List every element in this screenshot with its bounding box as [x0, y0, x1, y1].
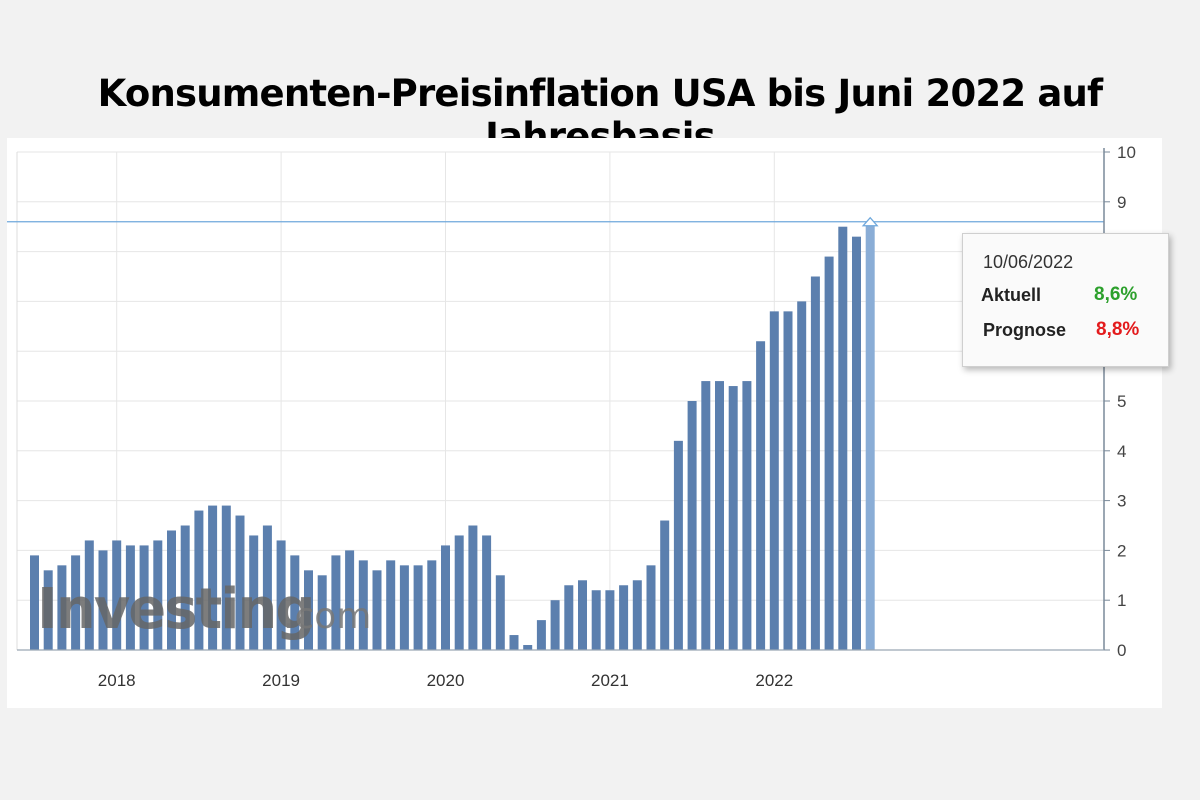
- bar-2017-11: [84, 540, 94, 650]
- bar-2017-10: [71, 555, 81, 650]
- tooltip-forecast-value: 8,8%: [1096, 319, 1140, 340]
- bar-2017-08: [43, 570, 53, 650]
- bar-2021-02: [619, 585, 629, 650]
- tooltip-actual-value: 8,6%: [1094, 284, 1138, 305]
- bar-2019-09: [386, 560, 396, 650]
- bar-2019-04: [317, 575, 327, 650]
- investing-watermark: Investing .com: [37, 577, 371, 642]
- bar-2022-06: [838, 226, 848, 650]
- bar-2018-09: [221, 505, 231, 650]
- bar-2018-12: [262, 525, 272, 650]
- bar-2017-07: [30, 555, 39, 650]
- bar-2020-10: [564, 585, 574, 650]
- bar-2019-02: [290, 555, 300, 650]
- grid-lines: [16, 151, 1104, 651]
- bar-2020-11: [578, 580, 587, 650]
- x-tick-label: 2021: [591, 671, 629, 690]
- bar-2020-03: [468, 525, 478, 650]
- tooltip-date: 10/06/2022: [983, 252, 1074, 272]
- y-tick-label: 10: [1117, 143, 1136, 162]
- bar-2018-03: [139, 545, 149, 650]
- bar-2021-04: [646, 565, 656, 650]
- bar-2021-08: [701, 381, 711, 650]
- bar-2018-05: [167, 530, 176, 650]
- bar-2018-08: [208, 505, 218, 650]
- bar-60: [852, 236, 861, 650]
- bar-2019-10: [399, 565, 409, 650]
- bar-2020-07: [523, 645, 533, 650]
- bar-2018-04: [153, 540, 163, 650]
- bar-2019-11: [413, 565, 423, 650]
- bar-2021-01: [605, 590, 615, 650]
- data-tooltip: 10/06/2022 Aktuell 8,6% Prognose 8,8%: [962, 233, 1169, 367]
- bar-2020-08: [536, 620, 546, 650]
- bar-2021-06: [673, 440, 683, 650]
- bar-2022-03: [797, 301, 807, 650]
- bar-2019-01: [276, 540, 286, 650]
- bar-2018-10: [235, 515, 245, 650]
- bar-2022-02: [783, 311, 793, 650]
- x-tick-label: 2019: [262, 671, 300, 690]
- reference-line-marker: [861, 216, 879, 227]
- bar-2020-01: [441, 545, 450, 650]
- y-tick-label: 1: [1117, 591, 1126, 610]
- bar-2021-05: [660, 520, 670, 650]
- bar-2021-12: [756, 341, 766, 650]
- watermark-suffix: .com: [283, 596, 371, 637]
- watermark-brand: Investing: [37, 577, 313, 642]
- y-tick-label: 0: [1117, 641, 1126, 660]
- bar-2022-01: [769, 311, 779, 650]
- bar-2018-07: [194, 510, 204, 650]
- bar-2022-04: [810, 276, 820, 650]
- bar-2020-12: [591, 590, 601, 650]
- bar-2018-01: [112, 540, 122, 650]
- inflation-bar-chart[interactable]: Investing .com 0 1 2 3 4 5 9 10 2018 2019 2020 2021…: [7, 138, 1162, 708]
- bar-2021-11: [742, 381, 752, 650]
- bar-2019-08: [372, 570, 382, 650]
- y-tick-label: 9: [1117, 193, 1126, 212]
- x-tick-label: 2020: [427, 671, 465, 690]
- bar-2020-06: [509, 635, 519, 650]
- bar-2018-02: [125, 545, 135, 650]
- bar-2021-07: [687, 401, 697, 650]
- bar-2020-05: [495, 575, 505, 650]
- bar-2017-12: [98, 550, 108, 650]
- x-tick-label: 2022: [755, 671, 793, 690]
- bar-2018-11: [249, 535, 259, 650]
- y-tick-label: 3: [1117, 492, 1126, 511]
- tooltip-actual-label: Aktuell: [981, 285, 1042, 305]
- x-tick-label: 2018: [98, 671, 136, 690]
- bar-2021-03: [632, 580, 642, 650]
- bar-2019-03: [304, 570, 313, 650]
- bar-61: [865, 221, 875, 650]
- bar-2020-04: [482, 535, 492, 650]
- bar-2018-06: [180, 525, 190, 650]
- bar-2017-09: [57, 565, 67, 650]
- page-title: Konsumenten-Preisinflation USA bis Juni …: [97, 72, 1104, 158]
- bar-2020-02: [454, 535, 464, 650]
- bar-2021-10: [728, 386, 738, 650]
- y-tick-label: 4: [1117, 442, 1126, 461]
- bar-series: [30, 221, 875, 650]
- y-tick-label: 5: [1117, 392, 1126, 411]
- reference-line: [7, 216, 1104, 227]
- tooltip-forecast-label: Prognose: [983, 320, 1067, 340]
- bar-2020-09: [550, 600, 560, 650]
- bar-2021-09: [715, 381, 724, 650]
- bar-2019-07: [358, 560, 368, 650]
- chart-panel: Investing .com 0 1 2 3 4 5 9 10 2018 2019 2020 2021…: [7, 138, 1169, 708]
- axes: 0 1 2 3 4 5 9 10 2018 2019 2020 2021 2022: [17, 143, 1136, 690]
- bar-2022-05: [824, 256, 834, 650]
- bar-2019-12: [427, 560, 437, 650]
- bar-2019-06: [345, 550, 355, 650]
- bar-2019-05: [331, 555, 341, 650]
- y-tick-label: 2: [1117, 541, 1126, 560]
